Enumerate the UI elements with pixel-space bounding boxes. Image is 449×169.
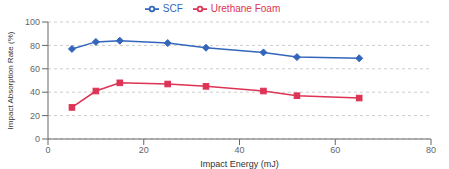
svg-text:Impact Absorption Rate (%): Impact Absorption Rate (%) [8,31,15,129]
html-text:SCF: SCF [162,2,183,14]
svg-text:100: 100 [25,17,40,27]
svg-text:0: 0 [45,145,50,155]
svg-text:40: 40 [234,145,244,155]
svg-text:20: 20 [139,145,149,155]
svg-text:40: 40 [30,87,40,97]
svg-text:60: 60 [330,145,340,155]
html-text:Urethane Foam: Urethane Foam [210,2,281,14]
svg-text:80: 80 [426,145,436,155]
svg-text:0: 0 [35,134,40,144]
svg-text:20: 20 [30,111,40,121]
svg-text:80: 80 [30,41,40,51]
svg-text:Impact Energy (mJ): Impact Energy (mJ) [200,159,279,169]
svg-text:60: 60 [30,64,40,74]
